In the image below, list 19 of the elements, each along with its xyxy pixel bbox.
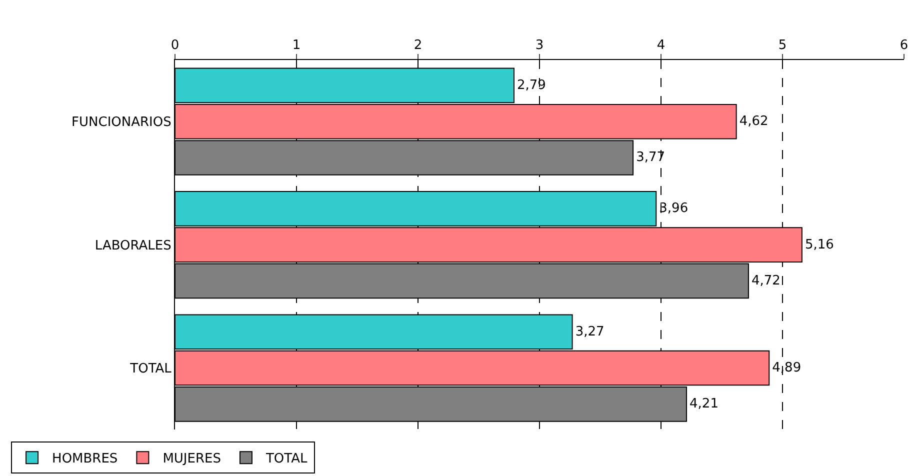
x-tick-label: 6 — [900, 38, 908, 53]
legend-label: MUJERES — [162, 452, 221, 467]
data-label: 3,27 — [575, 324, 604, 340]
data-label: 4,21 — [690, 396, 718, 412]
x-tick-label: 3 — [535, 38, 544, 53]
x-tick-label: 5 — [778, 38, 787, 53]
x-tick-label: 0 — [170, 38, 180, 53]
legend-label: HOMBRES — [52, 452, 118, 467]
x-tick-label: 4 — [656, 38, 666, 53]
data-label: 4,72 — [751, 273, 780, 288]
x-tick-label: 1 — [292, 38, 301, 53]
data-label: 4,89 — [772, 360, 802, 376]
x-tick-label: 2 — [414, 38, 422, 53]
data-label: 5,16 — [804, 237, 834, 252]
data-label: 4,62 — [739, 114, 768, 130]
y-tick-label: TOTAL — [129, 362, 172, 377]
y-tick-label: FUNCIONARIOS — [72, 115, 172, 130]
legend-label: TOTAL — [264, 452, 308, 467]
y-tick-label: LABORALES — [94, 238, 172, 254]
